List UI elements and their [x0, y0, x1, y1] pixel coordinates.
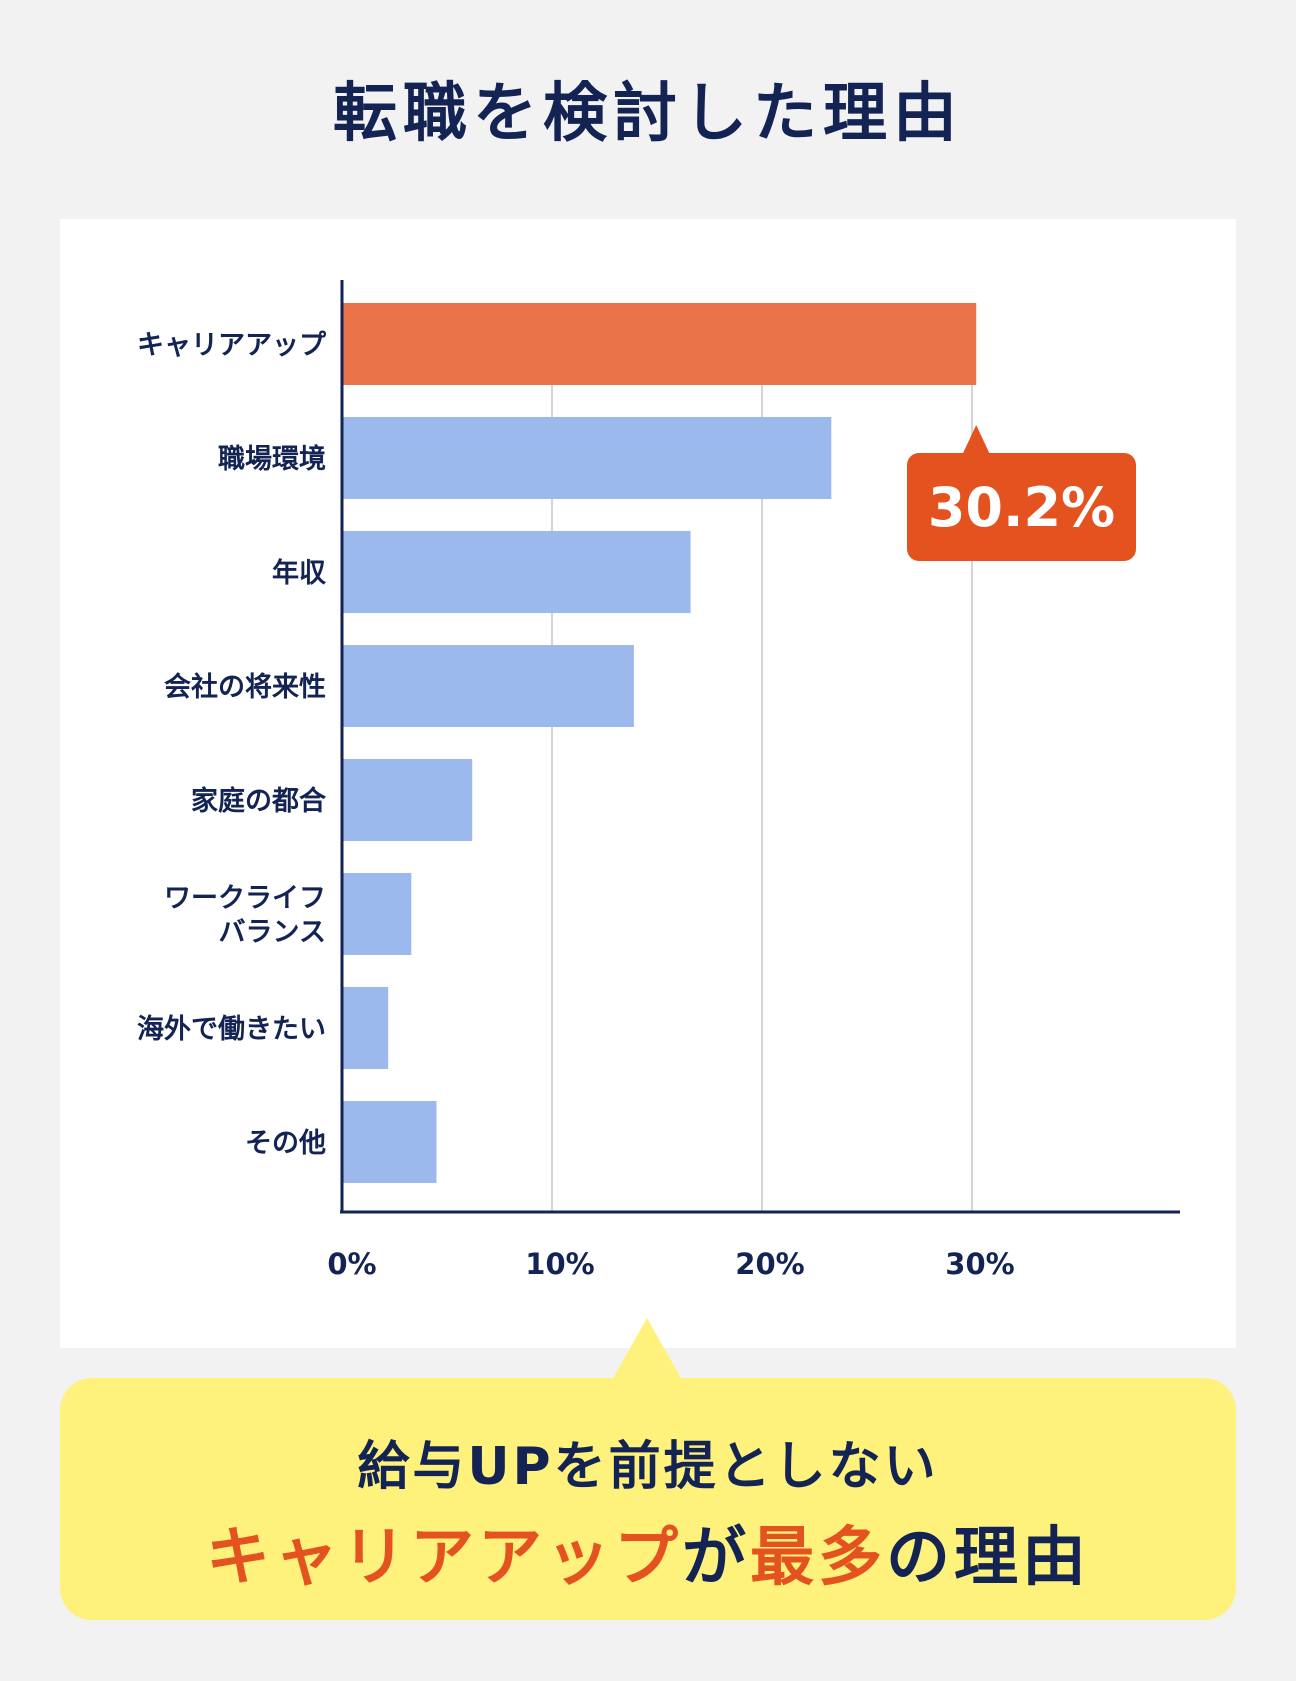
bars — [342, 303, 977, 1183]
category-label-5-1: バランス — [219, 917, 326, 948]
bar-2 — [342, 531, 691, 613]
x-tick-labels: 0% 10% 20% 30% — [327, 1247, 1014, 1281]
x-tick-label-3: 30% — [945, 1247, 1014, 1281]
category-label-7-0: その他 — [245, 1128, 326, 1159]
chart-card: キャリアアップ職場環境年収会社の将来性家庭の都合ワークライフ バランス海外で働きた… — [60, 219, 1236, 1348]
category-label-4-0: 家庭の都合 — [191, 785, 326, 817]
axes — [340, 280, 1180, 1214]
category-label-5-0: ワークライフ — [164, 883, 326, 914]
bar-5 — [342, 873, 412, 955]
x-tick-label-0: 0% — [327, 1247, 376, 1281]
note-text-ga: が — [682, 1521, 750, 1595]
note-pointer — [612, 1318, 682, 1380]
callout-value: 30.2% — [928, 476, 1115, 539]
note-text-reason: の理由 — [886, 1521, 1090, 1595]
callout-box — [907, 453, 1136, 561]
note-line2: キャリアアップが最多の理由 — [60, 1506, 1236, 1598]
page-title: 転職を検討した理由 — [333, 77, 963, 151]
note-line1: 給与UPを前提としない — [357, 1437, 939, 1497]
category-label-3-0: 会社の将来性 — [164, 671, 326, 703]
note-emphasis-career: キャリアアップ — [206, 1521, 682, 1595]
bar-4 — [342, 759, 473, 841]
callout-pointer — [962, 425, 991, 455]
bar-3 — [342, 645, 634, 727]
summary-note: 給与UPを前提としない キャリアアップが最多の理由 — [60, 1378, 1236, 1620]
bar-chart: キャリアアップ職場環境年収会社の将来性家庭の都合ワークライフバランス海外で働きた… — [137, 280, 1180, 1281]
note-emphasis-most: 最多 — [750, 1521, 886, 1595]
category-label-1-0: 職場環境 — [218, 444, 326, 475]
value-callout: 30.2% — [907, 425, 1136, 561]
bar-0 — [342, 303, 977, 385]
bar-7 — [342, 1101, 437, 1183]
category-labels: キャリアアップ職場環境年収会社の将来性家庭の都合ワークライフバランス海外で働きた… — [137, 330, 327, 1159]
category-label-0-0: キャリアアップ — [137, 330, 327, 361]
category-label-2-0: 年収 — [272, 557, 327, 589]
bar-6 — [342, 987, 389, 1069]
x-tick-label-1: 10% — [525, 1247, 594, 1281]
bar-1 — [342, 417, 832, 499]
category-label-6-0: 海外で働きたい — [137, 1014, 326, 1045]
x-tick-label-2: 20% — [735, 1247, 804, 1281]
